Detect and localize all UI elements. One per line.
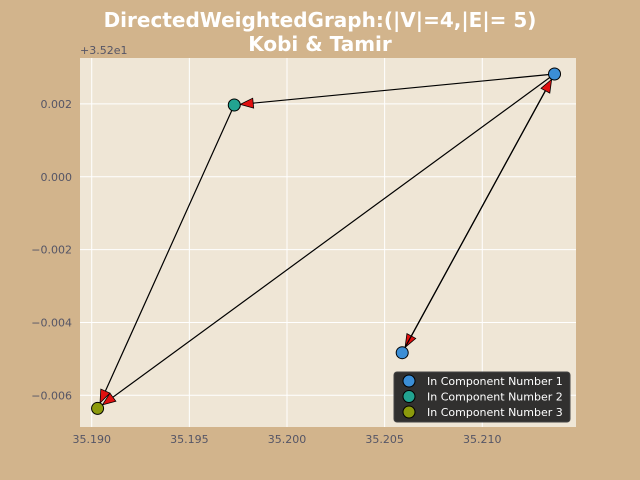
edge-arrowhead [540, 78, 553, 94]
chart-title-line-2: Kobi & Tamir [248, 32, 392, 56]
chart-title-line-1: DirectedWeightedGraph:(|V|=4,|E|= 5) [103, 8, 537, 32]
legend-label: In Component Number 2 [427, 391, 563, 404]
edge-arrowhead [101, 392, 117, 406]
legend-label: In Component Number 1 [427, 375, 563, 388]
edge-arrowhead [99, 388, 111, 404]
y-tick-label: −0.004 [31, 316, 72, 329]
x-tick-label: 35.210 [463, 433, 502, 446]
y-offset-label: +3.52e1 [80, 44, 127, 57]
edge-line [97, 104, 235, 409]
grid [80, 58, 576, 427]
legend-marker [402, 405, 416, 419]
legend: In Component Number 1 In Component Number… [393, 371, 571, 423]
legend-marker [402, 390, 416, 403]
edge-line [234, 73, 555, 106]
x-tick-label: 35.190 [72, 433, 111, 446]
y-tick-label: −0.006 [31, 389, 72, 402]
x-tick-label: 35.205 [365, 433, 404, 446]
edge-arrowhead [239, 97, 255, 109]
legend-marker [402, 374, 416, 388]
chart-title: DirectedWeightedGraph:(|V|=4,|E|= 5) Kob… [0, 8, 640, 56]
axis-ticks: 35.190 35.195 35.200 35.205 35.210 0.002 0.000… [31, 98, 501, 446]
graph-node [395, 346, 409, 360]
graph-node [548, 67, 562, 81]
edge-line [401, 73, 556, 353]
legend-label: In Component Number 3 [427, 406, 563, 419]
edge-line [97, 73, 555, 409]
y-tick-label: 0.002 [41, 98, 73, 111]
edges [97, 73, 556, 409]
nodes [91, 67, 562, 415]
y-tick-label: −0.002 [31, 244, 72, 257]
legend-box [393, 371, 571, 423]
graph-node [91, 401, 105, 415]
graph-node [227, 98, 241, 112]
y-tick-label: 0.000 [41, 171, 73, 184]
x-tick-label: 35.195 [170, 433, 209, 446]
x-tick-label: 35.200 [268, 433, 307, 446]
